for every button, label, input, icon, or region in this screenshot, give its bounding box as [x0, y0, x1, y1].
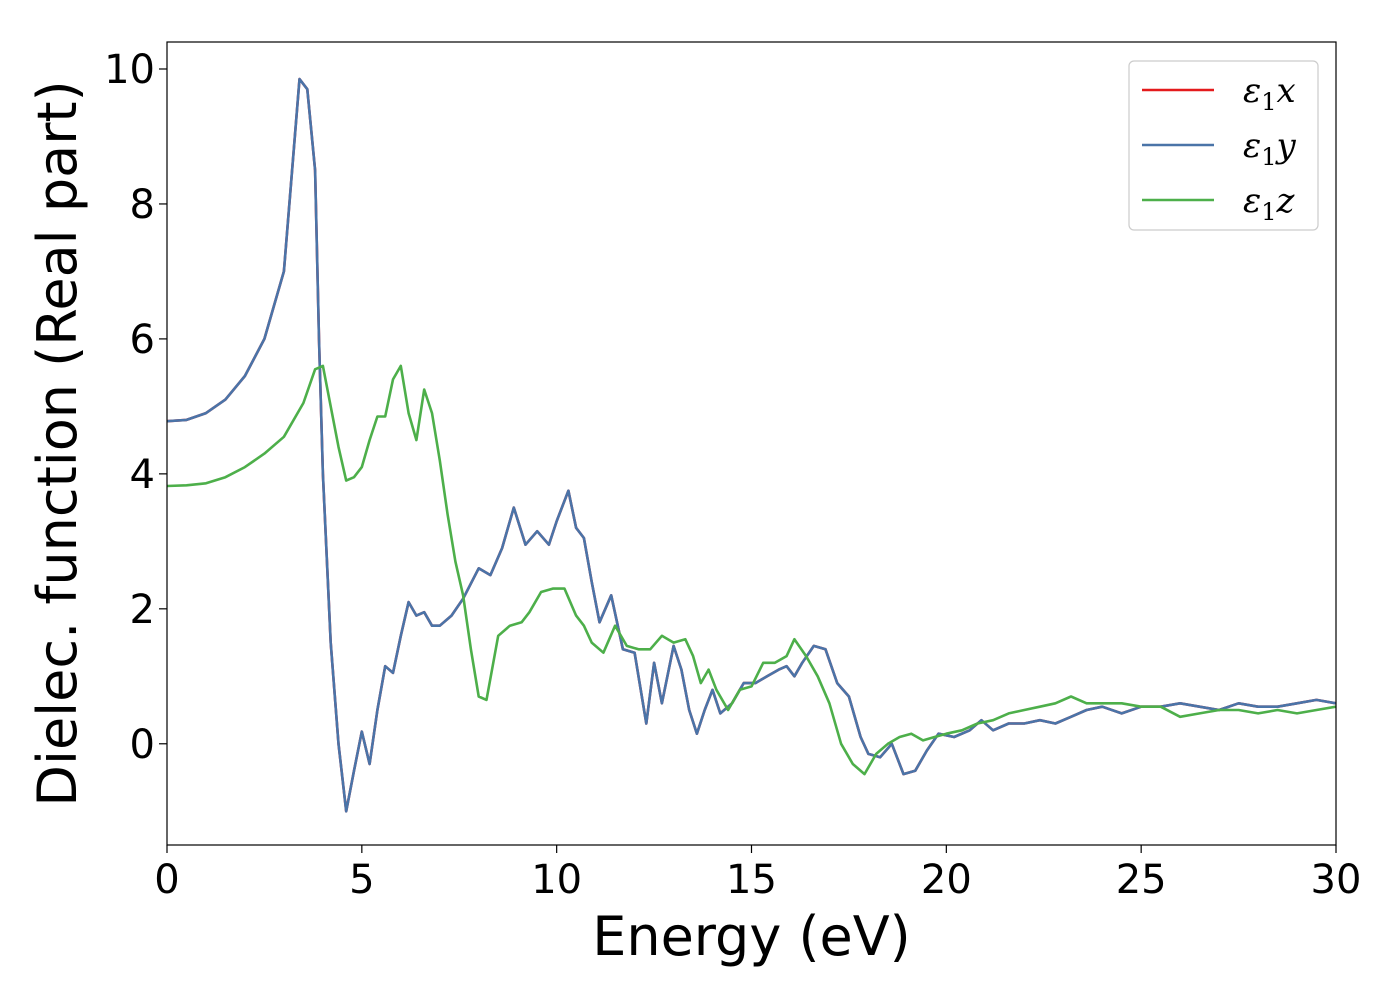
legend: ε1x ε1y ε1z	[1128, 60, 1319, 231]
x-tick-label: 5	[349, 857, 374, 903]
legend-box	[1128, 60, 1319, 231]
x-axis: 0 5 10 15 20 25 30	[154, 845, 1361, 903]
y-tick-label: 8	[130, 182, 155, 228]
legend-entry: ε1x	[1142, 71, 1296, 116]
y-tick-label: 0	[130, 722, 155, 768]
series-line-2	[167, 77, 1336, 813]
x-tick-label: 30	[1311, 857, 1362, 903]
y-axis-label: Dielec. function (Real part)	[26, 80, 89, 806]
y-tick-label: 2	[130, 587, 155, 633]
y-axis: 0 2 4 6 8 10	[104, 47, 167, 768]
x-axis-label: Energy (eV)	[592, 905, 911, 968]
series-line-3	[167, 364, 1336, 776]
x-tick-label: 15	[726, 857, 777, 903]
legend-entry: ε1z	[1142, 181, 1296, 226]
y-tick-label: 4	[130, 452, 155, 498]
legend-label: ε1y	[1243, 126, 1297, 171]
series-layer	[167, 77, 1336, 813]
y-tick-label: 6	[130, 317, 155, 363]
y-tick-label: 10	[104, 47, 155, 93]
legend-label: ε1z	[1243, 181, 1296, 226]
x-tick-label: 25	[1116, 857, 1167, 903]
x-tick-label: 20	[921, 857, 972, 903]
x-tick-label: 0	[154, 857, 179, 903]
x-tick-label: 10	[531, 857, 582, 903]
legend-entry: ε1y	[1142, 126, 1297, 171]
legend-label: ε1x	[1243, 71, 1296, 116]
